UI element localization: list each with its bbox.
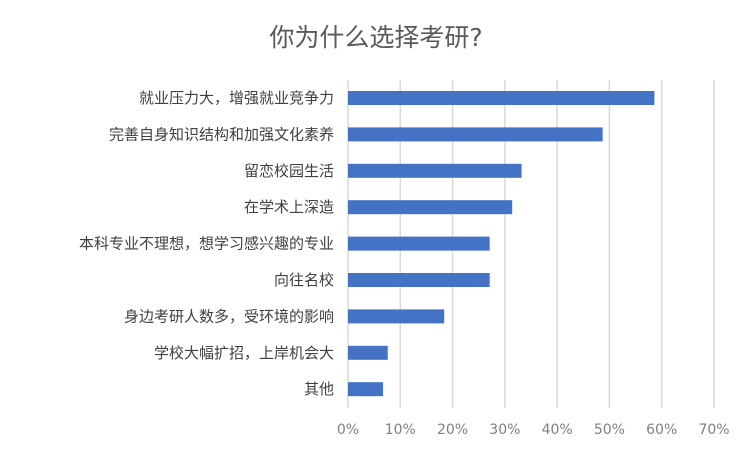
- category-label: 完善自身知识结构和加强文化素养: [109, 125, 334, 143]
- bar: [348, 309, 445, 324]
- x-tick-label: 0%: [337, 422, 359, 438]
- category-label: 就业压力大，增强就业竞争力: [139, 89, 334, 107]
- x-tick-label: 10%: [385, 422, 416, 438]
- x-tick-label: 50%: [594, 422, 625, 438]
- category-label: 在学术上深造: [244, 198, 334, 216]
- bar: [348, 91, 655, 105]
- category-label: 其他: [304, 380, 334, 398]
- category-label: 本科专业不理想，想学习感兴趣的专业: [79, 235, 334, 253]
- bar: [348, 163, 522, 178]
- category-label: 学校大幅扩招，上岸机会大: [154, 344, 334, 362]
- category-label: 留恋校园生活: [244, 162, 334, 180]
- bar: [348, 127, 603, 142]
- x-tick-label: 60%: [646, 422, 677, 438]
- bar: [348, 273, 490, 287]
- x-tick-label: 20%: [437, 422, 468, 438]
- category-label: 身边考研人数多，受环境的影响: [124, 307, 334, 325]
- bar: [348, 236, 490, 251]
- bar: [348, 382, 384, 397]
- category-label: 向往名校: [274, 271, 334, 289]
- x-tick-label: 40%: [542, 422, 573, 438]
- x-tick-label: 70%: [698, 422, 729, 438]
- chart-title: 你为什么选择考研?: [269, 23, 482, 52]
- x-tick-label: 30%: [489, 422, 520, 438]
- bar: [348, 200, 513, 215]
- bar: [348, 345, 388, 360]
